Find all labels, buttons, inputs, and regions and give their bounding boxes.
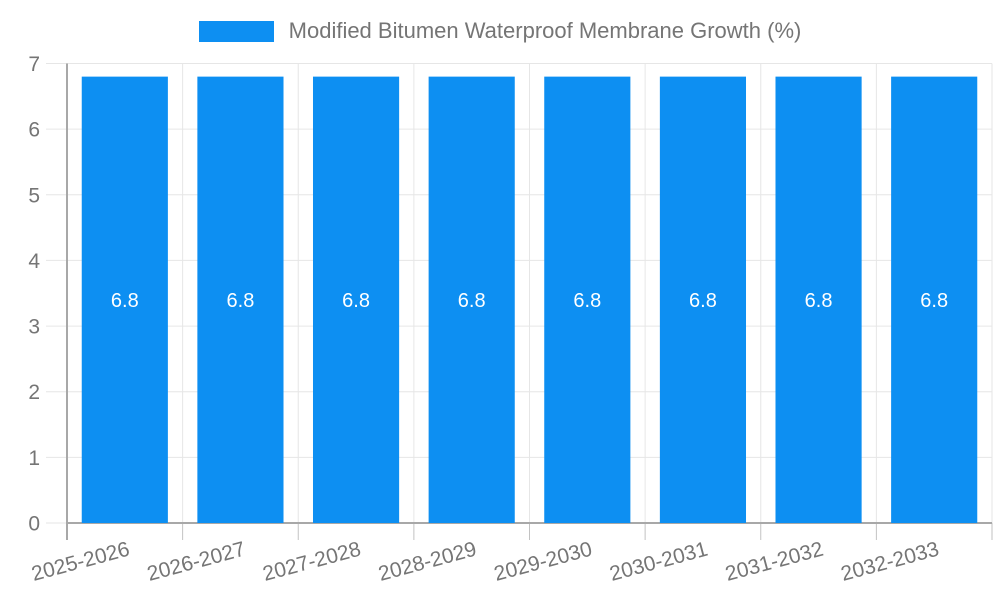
y-tick-label: 0 (28, 513, 40, 536)
bar (81, 76, 168, 523)
bar (312, 76, 400, 523)
y-tick-label: 7 (28, 53, 40, 76)
bar-value-label: 6.8 (805, 290, 833, 312)
x-tick-label: 2032-2033 (839, 538, 942, 586)
legend-swatch-icon (198, 20, 274, 42)
y-tick-label: 5 (28, 184, 40, 207)
bar (659, 76, 747, 523)
x-tick-label: 2031-2032 (723, 538, 826, 586)
bar (197, 76, 284, 523)
x-tick-label: 2030-2031 (607, 538, 710, 586)
bar-value-label: 6.8 (689, 290, 717, 312)
bar-value-label: 6.8 (111, 290, 139, 312)
x-tick-label: 2026-2027 (145, 538, 248, 586)
bar-value-label: 6.8 (227, 290, 255, 312)
bar-value-label: 6.8 (458, 290, 486, 312)
y-tick-label: 6 (28, 119, 40, 142)
y-tick-label: 4 (28, 250, 40, 273)
bar (428, 76, 515, 523)
bar-value-label: 6.8 (342, 290, 370, 312)
x-tick-label: 2028-2029 (376, 538, 479, 586)
bar (891, 76, 978, 523)
bar-value-label: 6.8 (920, 290, 948, 312)
x-tick-label: 2025-2026 (29, 538, 132, 586)
bar-value-label: 6.8 (573, 290, 601, 312)
chart-legend[interactable]: Modified Bitumen Waterproof Membrane Gro… (0, 18, 1000, 44)
legend-label: Modified Bitumen Waterproof Membrane Gro… (288, 18, 802, 43)
y-tick-label: 2 (28, 381, 40, 404)
y-tick-label: 3 (28, 316, 40, 339)
bar (544, 76, 631, 523)
x-tick-label: 2027-2028 (260, 538, 363, 586)
bar (775, 76, 862, 523)
x-tick-label: 2029-2030 (492, 538, 595, 586)
y-tick-label: 1 (28, 447, 40, 470)
